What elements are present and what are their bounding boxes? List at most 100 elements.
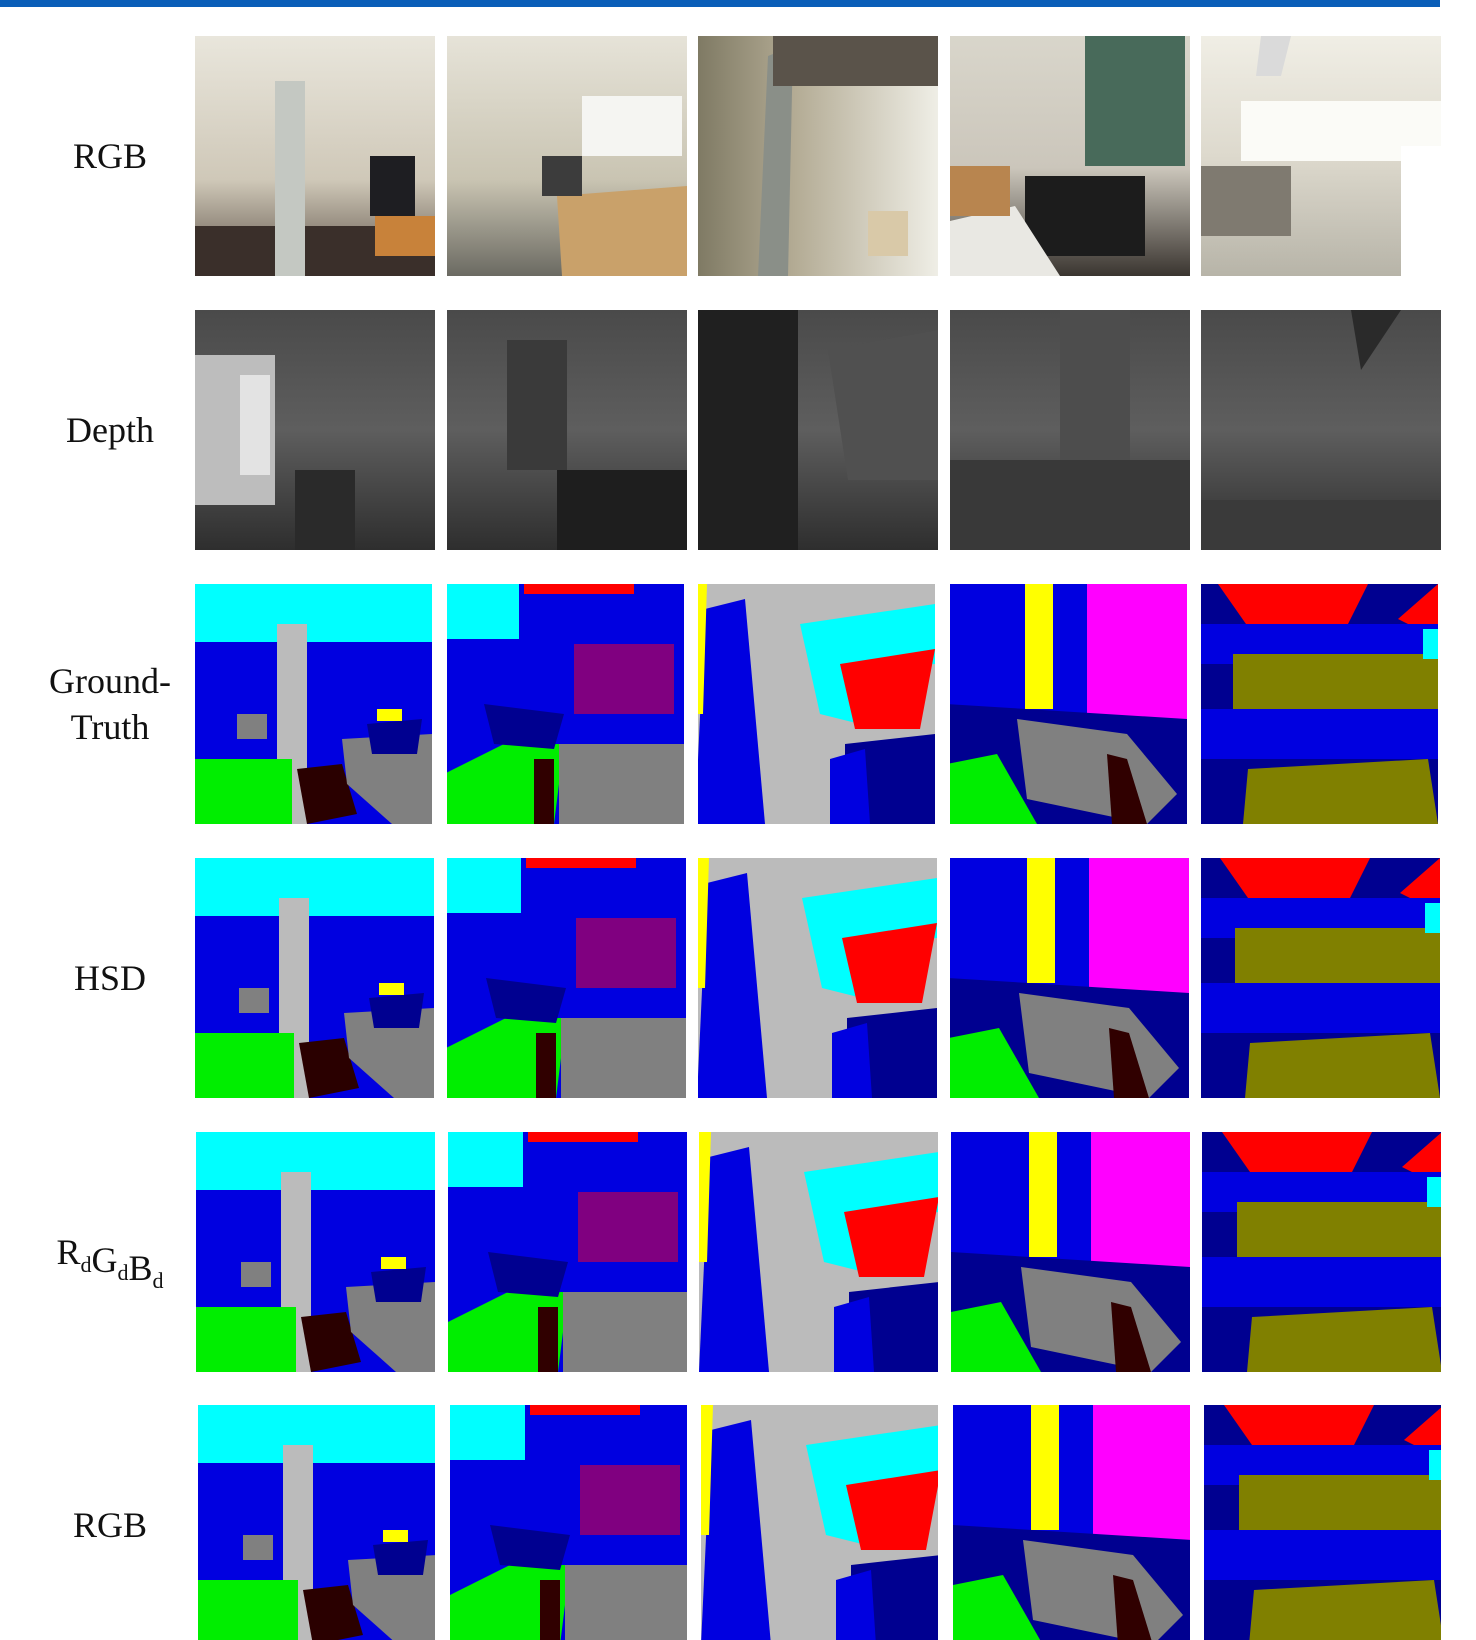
segmentation [198,1405,438,1640]
label-base: B [129,1248,153,1288]
segmentation [444,584,684,824]
region [530,1405,640,1415]
region [1423,629,1438,659]
segmentation [699,1132,939,1372]
region [370,156,415,216]
region [528,1132,638,1142]
segmentation [450,1405,690,1640]
region [565,1565,690,1640]
row-label-line: RGB [73,136,147,176]
region [367,719,422,754]
row-label: HSD [74,958,146,998]
region [1245,1033,1440,1098]
region [239,918,267,998]
region [241,1192,269,1272]
segmentation [697,858,937,1098]
row-label-line: Truth [71,707,150,747]
region [1233,654,1438,709]
region [1060,310,1130,460]
region [1427,1177,1442,1207]
region [192,759,292,824]
image-cell [446,858,686,1098]
image-cell [1204,1405,1444,1640]
segmentation [1202,1132,1442,1372]
image-cell [1200,858,1440,1098]
image-cell [953,1405,1193,1640]
region [1243,759,1438,824]
label-sub: d [153,1268,164,1293]
region [542,156,582,196]
row-label-line: Ground- [49,661,171,701]
region [834,1297,874,1372]
region [1201,166,1291,236]
region [1025,584,1053,709]
segmentation [1204,1405,1444,1640]
segmentation [949,858,1189,1098]
region [557,186,687,276]
region [1027,858,1055,983]
region [295,470,355,550]
segmentation [446,858,686,1098]
region [197,644,225,764]
region [1029,1132,1057,1257]
image-cell [444,584,684,824]
region [383,1530,408,1542]
region [540,1580,560,1640]
region [198,1580,298,1640]
region [1085,36,1185,166]
segmentation [1200,858,1440,1098]
region [536,1033,556,1098]
region [563,1292,688,1372]
image-cell [194,858,434,1098]
segmentation [695,584,935,824]
label-base: R [56,1232,80,1272]
segmentation [951,1132,1191,1372]
region [1202,1257,1442,1307]
label-sub: d [118,1260,129,1285]
region [196,1132,436,1190]
region [199,918,227,1038]
image-cell [448,1132,688,1372]
region [557,470,687,550]
row-label-line: Depth [66,410,154,450]
region [576,918,676,988]
page: RGBDepthGround-TruthHSDRdGdBdRGB (() => … [0,0,1476,1640]
region [1401,146,1441,276]
region [1429,1450,1444,1480]
segmentation [701,1405,941,1640]
region [1091,1132,1191,1272]
region [373,1540,428,1575]
region [830,749,870,824]
image-cell [195,36,435,276]
image-cell [196,1132,436,1372]
region [371,1267,426,1302]
segmentation [947,584,1187,824]
region [1200,983,1440,1033]
region [507,340,567,470]
image-cell [450,1405,690,1640]
region [369,993,424,1028]
image-cell [198,1405,438,1640]
row-label: RdGdBd [56,1232,163,1293]
region [559,744,684,824]
region [1031,1405,1059,1530]
image-cell [192,584,432,824]
region [194,858,434,916]
segmentation [953,1405,1193,1640]
label-sub: d [81,1252,92,1277]
image-cell [447,310,687,550]
region [868,211,908,256]
region [243,1465,271,1545]
region [578,1192,678,1262]
region [196,1307,296,1372]
region [243,1535,273,1560]
region [237,644,265,724]
image-cell [195,310,435,550]
row-label: RGB [73,1505,147,1545]
region [538,1307,558,1372]
image-cell [1201,36,1441,276]
region [1204,1530,1444,1580]
region [203,1465,231,1585]
region [241,1262,271,1287]
image-cell [1202,1132,1442,1372]
